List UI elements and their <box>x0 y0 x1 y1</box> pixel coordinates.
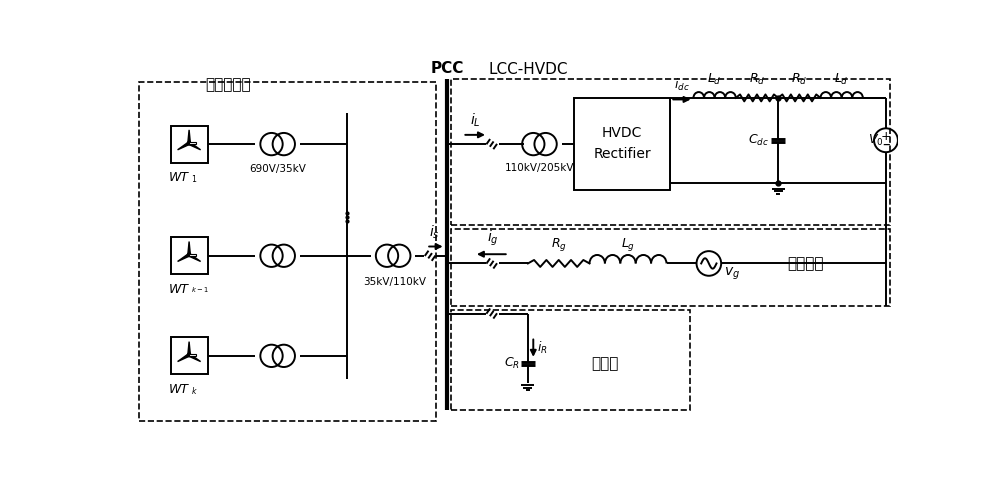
Polygon shape <box>188 142 201 150</box>
Bar <box>451 79 890 225</box>
Text: $R_d$: $R_d$ <box>749 72 765 87</box>
Text: WT: WT <box>168 283 188 296</box>
Text: 690V/35kV: 690V/35kV <box>249 164 306 174</box>
Text: Rectifier: Rectifier <box>593 147 651 161</box>
Text: 交流电网: 交流电网 <box>787 256 823 271</box>
Text: $v_g$: $v_g$ <box>724 266 740 282</box>
Text: $_{k-1}$: $_{k-1}$ <box>191 285 209 295</box>
Text: WT: WT <box>168 383 188 396</box>
Text: 直驱风电场: 直驱风电场 <box>205 78 250 93</box>
Bar <box>171 237 208 274</box>
Bar <box>574 98 670 190</box>
Bar <box>171 338 208 374</box>
Text: $V_0$: $V_0$ <box>868 133 884 148</box>
Bar <box>189 353 196 356</box>
Polygon shape <box>178 254 190 261</box>
Text: $i_L$: $i_L$ <box>470 111 481 129</box>
Text: +: + <box>881 130 891 144</box>
Text: 110kV/205kV: 110kV/205kV <box>505 163 574 173</box>
Text: LCC-HVDC: LCC-HVDC <box>488 62 568 77</box>
Bar <box>189 253 196 256</box>
Circle shape <box>187 142 191 145</box>
Text: PCC: PCC <box>430 60 464 76</box>
Text: $L_g$: $L_g$ <box>621 236 635 252</box>
Text: WT: WT <box>168 171 188 184</box>
Text: $C_{dc}$: $C_{dc}$ <box>748 133 769 148</box>
Bar <box>451 229 890 306</box>
Text: $i_R$: $i_R$ <box>537 340 548 356</box>
Bar <box>139 83 436 421</box>
Text: $_k$: $_k$ <box>191 385 198 397</box>
Text: $C_R$: $C_R$ <box>504 356 520 371</box>
Text: 滤波器: 滤波器 <box>591 356 619 371</box>
Polygon shape <box>188 354 201 361</box>
Polygon shape <box>178 142 190 150</box>
Polygon shape <box>188 342 190 355</box>
Circle shape <box>187 353 191 356</box>
Text: $i_s$: $i_s$ <box>429 224 439 241</box>
Polygon shape <box>188 130 190 143</box>
Text: 35kV/110kV: 35kV/110kV <box>363 277 426 287</box>
Bar <box>189 142 196 145</box>
Text: $L_d$: $L_d$ <box>834 72 849 87</box>
Text: $i_{dc}$: $i_{dc}$ <box>674 76 690 93</box>
Text: $L_d$: $L_d$ <box>707 72 722 87</box>
Polygon shape <box>188 254 201 261</box>
Text: HVDC: HVDC <box>602 126 642 140</box>
Text: $i_g$: $i_g$ <box>487 229 499 248</box>
Text: $_1$: $_1$ <box>191 173 198 186</box>
Circle shape <box>187 253 191 256</box>
Polygon shape <box>188 242 190 255</box>
Text: $R_d$: $R_d$ <box>791 72 807 87</box>
Text: –: – <box>882 137 890 151</box>
Text: $R_g$: $R_g$ <box>551 236 567 252</box>
Bar <box>451 310 690 410</box>
Polygon shape <box>178 354 190 361</box>
Bar <box>171 126 208 162</box>
